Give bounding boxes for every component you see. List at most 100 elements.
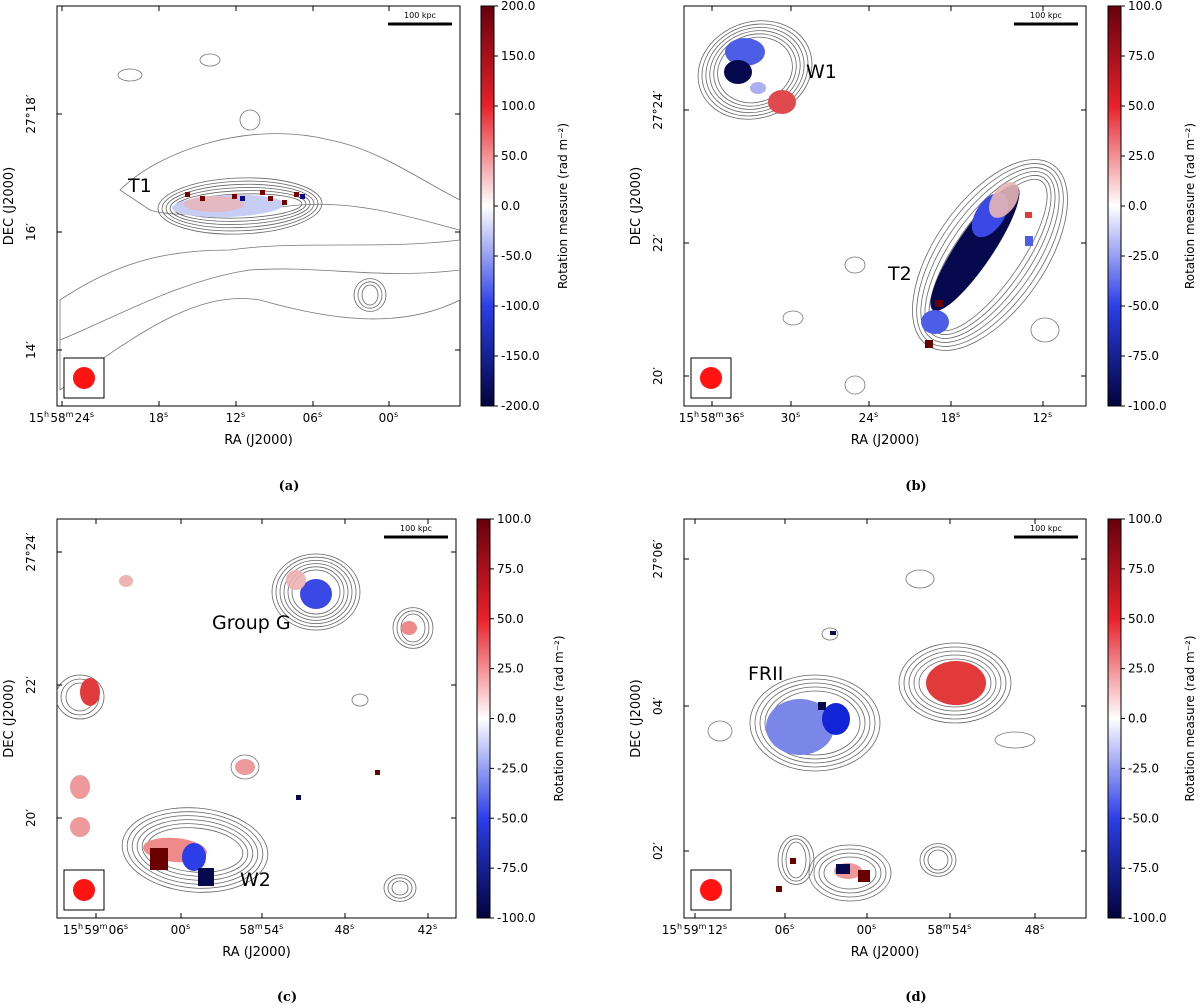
rm-pixel-region xyxy=(80,678,100,706)
rm-pixel xyxy=(776,886,782,892)
scale-bar-label: 100 kpc xyxy=(1030,524,1062,533)
colorbar-tick-label: 200.0 xyxy=(501,0,535,13)
contour-line xyxy=(351,693,369,707)
colorbar xyxy=(480,5,495,407)
colorbar-tick-label: -100.0 xyxy=(1128,911,1167,925)
contour-line xyxy=(387,877,413,899)
contour-line xyxy=(131,815,259,885)
contour-line xyxy=(908,650,1002,716)
x-tick-label: 48s xyxy=(335,922,356,937)
y-tick-label: 27°18′ xyxy=(24,94,38,134)
x-axis-label: RA (J2000) xyxy=(851,945,920,960)
source-label: W2 xyxy=(240,869,271,891)
plot-content: Group G W2 xyxy=(57,553,434,902)
colorbar-tick-label: -200.0 xyxy=(501,399,540,413)
x-tick-label: 18s xyxy=(941,410,962,425)
rm-pixel xyxy=(232,194,237,199)
colorbar xyxy=(1107,5,1122,407)
y-axis-label: DEC (J2000) xyxy=(629,167,644,246)
contour-line xyxy=(136,819,254,881)
contour-line xyxy=(844,375,866,395)
panel-c: Group G W2 15h 59m 06s 00s 58m 54s 48s 42s… xyxy=(2,512,566,1005)
x-tick-label: 12s xyxy=(1033,410,1054,425)
colorbar-tick-label: 100.0 xyxy=(497,512,531,526)
colorbar-tick-label: 50.0 xyxy=(501,149,528,163)
x-tick-label: 15h 59m 06s xyxy=(63,922,130,937)
x-tick-label: 58m 54s xyxy=(240,922,285,937)
rm-pixel-region xyxy=(70,817,90,837)
colorbar-tick-label: 50.0 xyxy=(497,612,524,626)
source-label: T2 xyxy=(887,263,912,285)
colorbar-tick-label: 50.0 xyxy=(1128,612,1155,626)
colorbar-tick-label: -25.0 xyxy=(497,761,528,775)
beam-circle xyxy=(73,367,95,389)
rm-pixel xyxy=(282,200,287,205)
contour-line xyxy=(199,53,221,67)
contour-line xyxy=(291,569,341,615)
x-tick-label: 24s xyxy=(859,410,880,425)
source-label: FRII xyxy=(748,663,783,685)
contour-line xyxy=(709,30,801,110)
contour-line xyxy=(818,852,882,894)
y-axis-label: DEC (J2000) xyxy=(2,167,17,246)
contour-line xyxy=(749,674,881,772)
y-tick-label: 20′ xyxy=(24,809,38,827)
rm-pixel-region xyxy=(926,661,986,705)
y-tick-label: 16′ xyxy=(24,223,38,241)
colorbar-label: Rotation measure (rad m⁻²) xyxy=(1183,123,1197,289)
colorbar-tick-label: 100.0 xyxy=(501,99,535,113)
contour-line xyxy=(287,566,345,618)
y-tick-label: 27°06′ xyxy=(651,539,665,579)
contour-line xyxy=(357,281,383,309)
rm-pixel xyxy=(185,192,190,197)
contour-line xyxy=(785,841,807,879)
panel-a: T1 15h 58m 24s 18s 12s 06s 00s 27°18′ 16′ 1… xyxy=(2,0,570,494)
rm-pixel-region xyxy=(768,90,796,114)
panel-caption: (a) xyxy=(279,479,300,494)
colorbar-tick-label: 25.0 xyxy=(1128,149,1155,163)
contour-line xyxy=(923,846,953,874)
colorbar-tick-label: 75.0 xyxy=(1128,562,1155,576)
contour-line xyxy=(924,171,1056,339)
colorbar-tick-label: -50.0 xyxy=(1128,299,1159,313)
contour-line xyxy=(283,563,349,621)
rm-pixel-region xyxy=(725,38,765,66)
rm-pixel-region xyxy=(989,182,1019,218)
contour-line xyxy=(117,68,143,82)
beam-circle xyxy=(700,367,722,389)
contour-line xyxy=(1030,317,1060,343)
panel-caption: (c) xyxy=(277,990,297,1005)
rm-pixel-region xyxy=(724,60,752,84)
x-tick-label: 42s xyxy=(418,922,439,937)
contour-line xyxy=(898,642,1012,724)
x-tick-label: 15h 58m 24s xyxy=(29,410,96,425)
rm-pixel xyxy=(300,194,305,199)
source-label: Group G xyxy=(212,612,291,634)
scale-bar-label: 100 kpc xyxy=(404,11,436,20)
beam-circle xyxy=(700,879,722,901)
plot-content: W1 T2 xyxy=(697,20,1068,395)
contour-line xyxy=(808,844,892,902)
rm-pixel-region xyxy=(300,579,332,609)
y-tick-label: 22′ xyxy=(24,676,38,694)
contour-line xyxy=(165,183,315,229)
rm-pixel xyxy=(296,795,301,800)
colorbar-tick-label: -100.0 xyxy=(497,911,536,925)
beam-circle xyxy=(73,879,95,901)
rm-pixel-region xyxy=(750,82,766,94)
source-label: W1 xyxy=(806,61,837,83)
rm-pixel-region xyxy=(235,759,255,775)
contour-line xyxy=(781,838,811,882)
x-tick-label: 18s xyxy=(149,410,170,425)
contour-line xyxy=(271,553,361,631)
colorbar-tick-label: 25.0 xyxy=(1128,662,1155,676)
y-tick-label: 14′ xyxy=(24,341,38,359)
x-tick-label: 15h 59m 12s xyxy=(662,922,729,937)
colorbar-tick-label: 100.0 xyxy=(1128,0,1162,13)
rm-pixel xyxy=(1025,236,1033,246)
contour-line xyxy=(396,610,430,646)
x-tick-label: 12s xyxy=(226,410,247,425)
colorbar-tick-label: 150.0 xyxy=(501,49,535,63)
contour-line xyxy=(383,874,417,902)
contour-line xyxy=(697,20,813,120)
